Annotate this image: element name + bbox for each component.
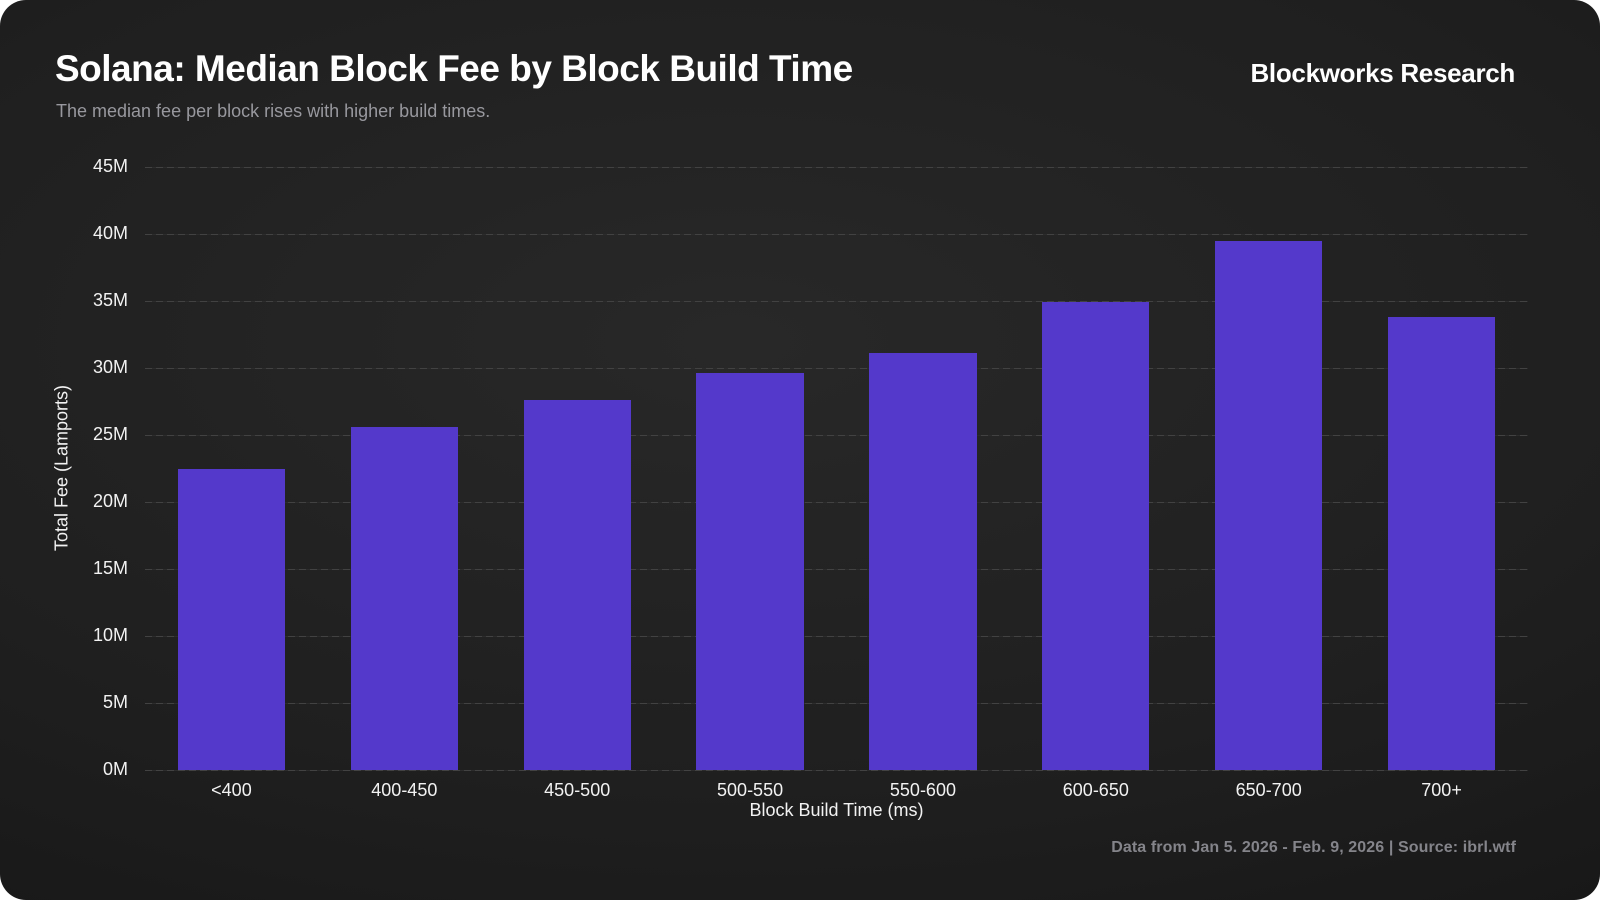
gridline [145,234,1528,235]
gridline [145,502,1528,503]
bar-slot: 700+ [1355,167,1528,800]
plot-area: <400 400-450 450-500 500-550 550-600 600-650 6… [145,167,1528,800]
source-note: Data from Jan 5. 2026 - Feb. 9, 2026 | S… [1111,839,1516,856]
x-tick-label: 400-450 [371,780,438,800]
brand-logo: Blockworks Research [1250,58,1515,88]
chart-subtitle: The median fee per block rises with high… [56,101,491,121]
bar-600-650 [1042,302,1150,770]
bar-slot: 450-500 [491,167,664,800]
gridline [145,301,1528,302]
bar-slot: <400 [145,167,318,800]
x-tick-label: <400 [211,780,252,800]
bar-slot: 600-650 [1009,167,1182,800]
bar-550-600 [869,353,977,770]
y-tick-label: 0M [102,759,128,779]
gridline [145,636,1528,637]
x-tick-label: 500-550 [717,780,784,800]
bar-<400 [177,468,286,770]
gridline [145,703,1528,704]
gridline [145,435,1528,436]
bar-450-500 [523,400,631,770]
y-tick-label: 5M [102,692,128,712]
bar-700+ [1387,317,1496,770]
gridline [145,167,1528,168]
y-tick-label: 45M [92,156,128,176]
y-tick-label: 25M [92,424,128,444]
page-title: Solana: Median Block Fee by Block Build … [55,48,853,89]
y-tick-label: 35M [92,290,128,310]
bar-400-450 [350,426,458,770]
bar-650-700 [1215,240,1323,770]
y-tick-label: 30M [92,357,128,377]
y-tick-label: 15M [92,558,128,578]
bar-slot: 400-450 [318,167,491,800]
x-tick-label: 450-500 [544,780,611,800]
y-axis-title: Total Fee (Lamports) [51,384,72,552]
y-tick-label: 10M [92,625,128,645]
gridline [145,770,1528,771]
bar-slot: 500-550 [664,167,837,800]
y-tick-label: 40M [92,223,128,243]
x-tick-label: 550-600 [889,780,956,800]
bar-series: <400 400-450 450-500 500-550 550-600 600-650 6… [145,167,1528,800]
x-tick-label: 600-650 [1062,780,1129,800]
y-tick-label: 20M [92,491,128,511]
bar-slot: 550-600 [837,167,1010,800]
x-axis-title: Block Build Time (ms) [749,800,924,820]
gridline [145,368,1528,369]
bar-500-550 [696,373,804,770]
gridline [145,569,1528,570]
x-tick-label: 650-700 [1235,780,1302,800]
bar-slot: 650-700 [1182,167,1355,800]
x-tick-label: 700+ [1421,780,1462,800]
